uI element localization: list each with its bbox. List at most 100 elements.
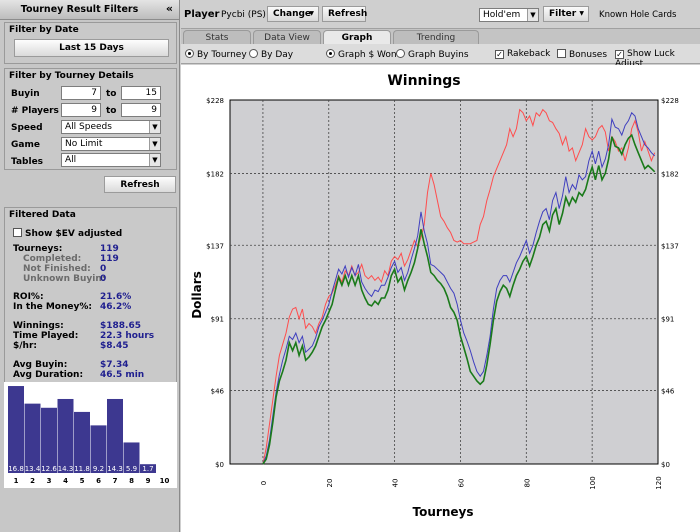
last-15-days-button[interactable]: Last 15 Days [14,39,169,57]
game-select[interactable]: No Limit ▼ [61,137,161,151]
show-ev-checkbox[interactable]: Show $EV adjusted [13,228,122,239]
finish-category-label: 1 [14,477,19,485]
radio-selected-icon[interactable] [326,49,335,58]
player-value: Pycbi (PS) [221,10,266,20]
y-tick-label-left: $182 [206,170,224,178]
by-day-label: By Day [261,50,294,60]
avg-duration-value: 46.5 min [100,370,145,380]
graph-buyins-label: Graph Buyins [408,50,469,60]
radio-icon[interactable] [249,49,258,58]
checkbox-icon[interactable] [557,49,566,58]
graph-won-radio[interactable]: Graph $ Won [326,49,397,60]
finish-bar [123,442,140,473]
x-tick-label: 20 [326,479,334,488]
dollars-per-hour-label: $/hr: [13,341,37,351]
x-tick-label: 0 [260,481,268,485]
buyin-label: Buyin [11,89,40,99]
by-tourney-radio[interactable]: By Tourney [185,49,247,60]
y-tick-label-left: $228 [206,97,224,105]
finish-bar-label: 1.7 [142,465,153,473]
bonuses-label: Bonuses [569,50,608,60]
filter-panel: Tourney Result Filters « Filter by Date … [0,0,180,532]
chevron-down-icon[interactable]: ▼ [527,9,538,21]
buyin-from-input[interactable]: 7 [61,86,101,100]
bonuses-checkbox[interactable]: Bonuses [557,49,607,60]
graph-buyins-radio[interactable]: Graph Buyins [396,49,469,60]
winnings-series-line [262,108,656,465]
filter-panel-header: Tourney Result Filters « [0,0,179,20]
radio-icon[interactable] [396,49,405,58]
y-tick-label-right: $137 [661,242,679,250]
roi-value: 21.6% [100,292,132,302]
change-player-button[interactable]: Change ▼ [267,6,319,22]
chevron-down-icon[interactable]: ▼ [149,154,160,166]
buyin-to-input[interactable]: 15 [121,86,161,100]
game-value: No Limit [65,139,103,149]
finish-bar-label: 11.8 [74,465,90,473]
players-from-input[interactable]: 9 [61,103,101,117]
roi-label: ROI%: [13,292,44,302]
y-tick-label-left: $91 [211,316,224,324]
speed-value: All Speeds [65,122,112,132]
players-to-input[interactable]: 9 [121,103,161,117]
x-axis-label: Tourneys [413,505,474,519]
finish-bar-label: 9.2 [93,465,104,473]
completed-label: Completed: [23,254,82,264]
refresh-filters-button[interactable]: Refresh [104,176,176,193]
chevron-down-icon[interactable]: ▼ [149,121,160,133]
collapse-icon[interactable]: « [165,2,173,15]
avg-duration-label: Avg Duration: [13,370,84,380]
checkbox-icon[interactable] [13,228,22,237]
tables-label: Tables [11,157,44,167]
finish-category-label: 8 [129,477,134,485]
finish-bar [107,398,123,473]
show-ev-label: Show $EV adjusted [25,229,123,239]
by-tourney-label: By Tourney [197,50,247,60]
finish-bar [140,464,156,473]
x-tick-label: 60 [457,479,465,488]
filtered-data-header: Filtered Data [9,210,76,220]
finish-bar-label: 13.4 [25,465,41,473]
game-label: Game [11,140,40,150]
speed-label: Speed [11,123,43,133]
chevron-down-icon: ▼ [579,10,584,17]
game-type-select[interactable]: Hold'em ▼ [479,8,539,22]
finish-bar [41,407,57,473]
checkbox-checked-icon[interactable]: ✓ [615,50,624,59]
not-finished-label: Not Finished: [23,264,91,274]
x-tick-label: 40 [392,479,400,488]
chevron-down-icon: ▼ [309,10,314,17]
avg-buyin-value: $7.34 [100,360,129,370]
show-luck-adjust-checkbox[interactable]: ✓ Show Luck Adjust [615,49,700,69]
y-tick-label-right: $182 [661,170,679,178]
graph-won-label: Graph $ Won [338,50,397,60]
chevron-down-icon[interactable]: ▼ [149,138,160,150]
by-day-radio[interactable]: By Day [249,49,293,60]
finish-bar-label: 12.6 [41,465,57,473]
y-tick-label-left: $46 [211,388,225,396]
tab-trending[interactable]: Trending [393,30,479,44]
radio-selected-icon[interactable] [185,49,194,58]
rakeback-checkbox[interactable]: ✓ Rakeback [495,49,550,59]
winnings-series-line [262,133,656,465]
winnings-chart: Winnings Tourneys Dollars $0 $0 $46 $46 $91 $… [190,73,679,519]
completed-value: 119 [100,254,119,264]
tab-data-view[interactable]: Data View [253,30,321,44]
tourneys-label: Tourneys: [13,244,63,254]
y-tick-label-left: $137 [206,242,224,250]
tables-select[interactable]: All ▼ [61,153,161,167]
tab-stats[interactable]: Stats [183,30,251,44]
finish-bar-label: 16.8 [8,465,24,473]
tab-graph[interactable]: Graph [323,30,391,44]
y-tick-label-right: $46 [661,388,675,396]
checkbox-checked-icon[interactable]: ✓ [495,50,504,59]
x-tick-label: 100 [589,476,597,489]
finish-category-label: 9 [146,477,151,485]
finish-category-label: 5 [80,477,85,485]
refresh-button[interactable]: Refresh [322,6,367,22]
winnings-series-line [262,111,656,465]
player-label: Player [184,9,220,20]
known-hole-cards-label[interactable]: Known Hole Cards [599,10,677,20]
speed-select[interactable]: All Speeds ▼ [61,120,161,134]
filter-button[interactable]: Filter ▼ [543,6,589,22]
